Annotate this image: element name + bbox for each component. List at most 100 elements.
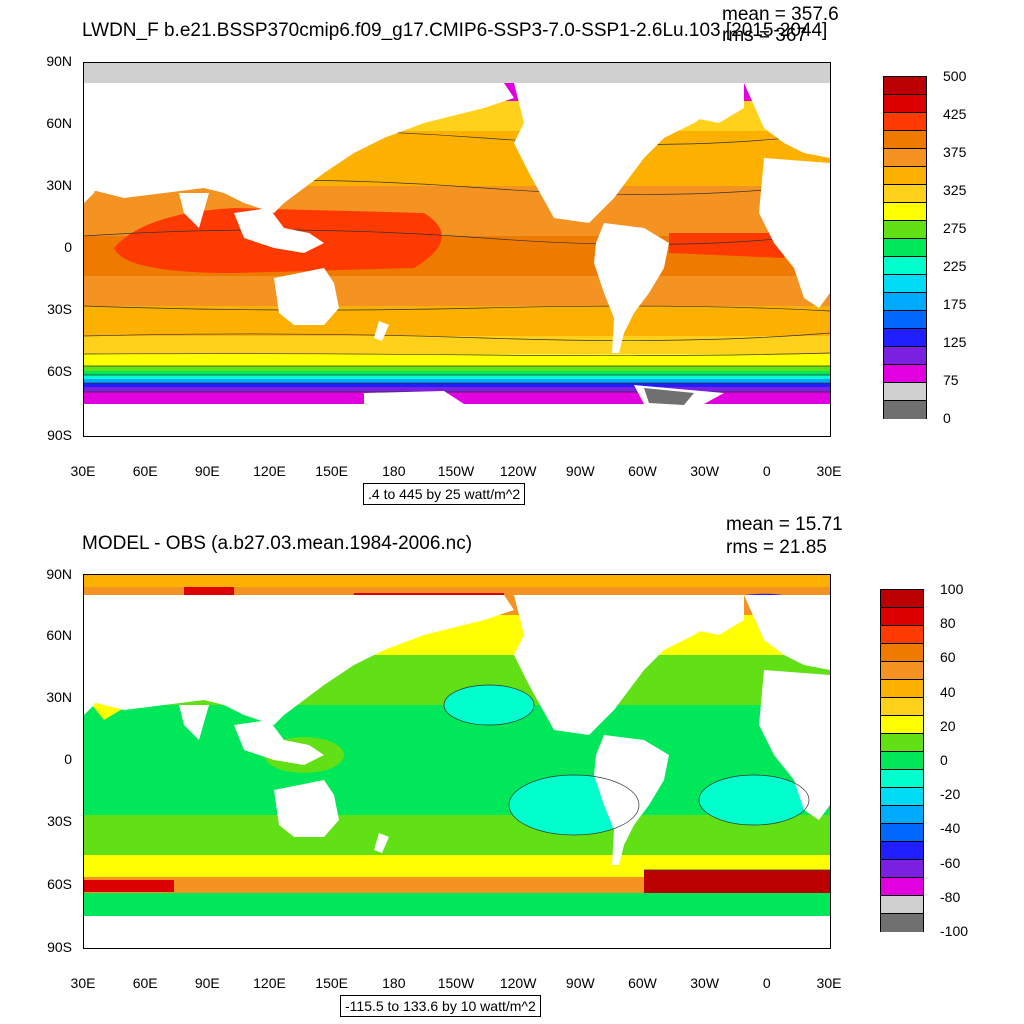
top-colorbar-swatch xyxy=(883,256,927,275)
top-colorbar-swatch xyxy=(883,400,927,419)
top-band-syellow xyxy=(84,354,830,366)
top-antarctic-peninsula xyxy=(644,388,694,405)
top-colorbar-label: 275 xyxy=(943,220,967,236)
top-colorbar-swatch xyxy=(883,148,927,167)
bottom-lon-label: 30W xyxy=(690,975,720,991)
top-colorbar-label: 500 xyxy=(943,68,967,84)
bottom-lat-30s: 30S xyxy=(47,813,72,829)
top-colorbar-swatch xyxy=(883,130,927,149)
top-lat-60n: 60N xyxy=(46,115,72,131)
bottom-colorbar xyxy=(880,589,924,932)
top-mean: mean = 357.6 xyxy=(722,4,839,25)
top-colorbar-swatch xyxy=(883,220,927,239)
top-range-box: .4 to 445 by 25 watt/m^2 xyxy=(363,483,526,505)
bottom-lon-label: 120E xyxy=(253,975,286,991)
bottom-colorbar-swatch xyxy=(880,913,924,932)
bottom-lon-label: 120W xyxy=(499,975,537,991)
bottom-colorbar-swatch xyxy=(880,877,924,896)
bottom-colorbar-swatch xyxy=(880,895,924,914)
top-band-smid xyxy=(84,336,830,354)
bottom-colorbar-swatch xyxy=(880,679,924,698)
bottom-map-field xyxy=(84,575,830,948)
top-lon-label: 180 xyxy=(382,463,406,479)
top-lat-30s: 30S xyxy=(47,301,72,317)
top-atlantic-warm xyxy=(669,233,784,258)
bottom-lat-60s: 60S xyxy=(47,876,72,892)
top-colorbar-label: 0 xyxy=(943,410,951,426)
top-colorbar-swatch xyxy=(883,202,927,221)
bottom-colorbar-label: 40 xyxy=(940,683,956,700)
bottom-band-south-yellow xyxy=(84,855,830,877)
top-colorbar-label: 75 xyxy=(943,372,959,388)
bottom-colorbar-swatch xyxy=(880,625,924,644)
bottom-colorbar-swatch xyxy=(880,589,924,608)
bottom-colorbar-swatch xyxy=(880,769,924,788)
bottom-lon-label: 60E xyxy=(132,975,158,991)
bottom-colorbar-label: 0 xyxy=(940,752,948,768)
bottom-south-red-west xyxy=(84,880,174,892)
bottom-title: MODEL - OBS (a.b27.03.mean.1984-2006.nc) xyxy=(82,533,473,554)
top-colorbar-label: 125 xyxy=(943,334,967,350)
bottom-mean: mean = 15.71 xyxy=(726,514,843,535)
top-colorbar-swatch xyxy=(883,238,927,257)
bottom-lon-label: 30E xyxy=(816,975,842,991)
bottom-colorbar-label: -60 xyxy=(940,854,961,871)
bottom-range-box: -115.5 to 133.6 by 10 watt/m^2 xyxy=(340,995,541,1017)
top-map xyxy=(83,62,831,437)
bottom-lon-label: 180 xyxy=(382,975,406,991)
bottom-lon-label: 30E xyxy=(70,975,96,991)
top-lat-0: 0 xyxy=(64,239,72,255)
bottom-lat-90s: 90S xyxy=(47,939,72,955)
bottom-colorbar-label: 60 xyxy=(940,649,956,666)
bottom-colorbar-swatch xyxy=(880,805,924,824)
top-colorbar-label: 225 xyxy=(943,258,967,274)
bottom-colorbar-swatch xyxy=(880,661,924,680)
top-colorbar-swatch xyxy=(883,94,927,113)
top-lon-label: 30E xyxy=(70,463,96,479)
top-colorbar-label: 175 xyxy=(943,296,967,312)
top-colorbar-swatch xyxy=(883,346,927,365)
top-colorbar-label: 375 xyxy=(943,144,967,160)
top-lat-30n: 30N xyxy=(46,177,72,193)
bottom-contours xyxy=(443,684,830,871)
bottom-colorbar-swatch xyxy=(880,823,924,842)
top-lon-label: 30E xyxy=(816,463,842,479)
top-title: LWDN_F b.e21.BSSP370cmip6.f09_g17.CMIP6-… xyxy=(82,20,828,41)
bottom-colorbar-label: 80 xyxy=(940,615,956,632)
top-lon-label: 150W xyxy=(437,463,475,479)
bottom-lon-label: 0 xyxy=(762,975,771,991)
bottom-colorbar-label: -20 xyxy=(940,786,961,803)
bottom-lon-label: 150E xyxy=(315,975,348,991)
bottom-map xyxy=(83,574,831,949)
top-lon-label: 120W xyxy=(499,463,537,479)
top-colorbar-swatch xyxy=(883,292,927,311)
top-rms: rms = 367 xyxy=(722,25,808,46)
top-band-strop xyxy=(84,276,830,306)
top-colorbar xyxy=(883,76,927,419)
top-lon-label: 90E xyxy=(194,463,220,479)
bottom-satl-cyan xyxy=(699,775,809,825)
bottom-colorbar-swatch xyxy=(880,859,924,878)
bottom-lon-label: 90W xyxy=(565,975,595,991)
top-colorbar-swatch xyxy=(883,166,927,185)
top-lon-label: 60E xyxy=(132,463,158,479)
bottom-colorbar-swatch xyxy=(880,643,924,662)
top-colorbar-swatch xyxy=(883,274,927,293)
bottom-colorbar-swatch xyxy=(880,841,924,860)
bottom-colorbar-swatch xyxy=(880,751,924,770)
top-lon-label: 120E xyxy=(253,463,286,479)
top-lon-label: 30W xyxy=(690,463,720,479)
bottom-colorbar-label: 100 xyxy=(940,581,964,597)
bottom-lat-0: 0 xyxy=(64,751,72,767)
bottom-lon-label: 90E xyxy=(194,975,220,991)
top-colorbar-swatch xyxy=(883,364,927,383)
top-colorbar-swatch xyxy=(883,328,927,347)
bottom-lon-label: 60W xyxy=(628,975,657,991)
top-band-ssub xyxy=(84,306,830,336)
top-colorbar-swatch xyxy=(883,184,927,203)
top-colorbar-swatch xyxy=(883,76,927,95)
bottom-lon-label: 150W xyxy=(437,975,475,991)
top-lat-90n: 90N xyxy=(46,53,72,69)
top-land xyxy=(84,83,830,436)
top-lat-90s: 90S xyxy=(47,427,72,443)
